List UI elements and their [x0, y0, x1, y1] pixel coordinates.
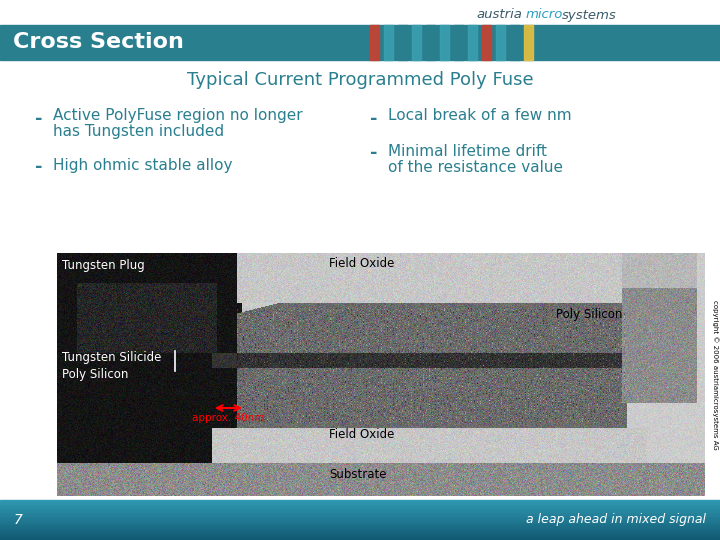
- Bar: [0, 536, 720, 537]
- Bar: [0, 538, 720, 539]
- Bar: [0, 518, 720, 519]
- Bar: [0, 530, 720, 531]
- Bar: [0, 533, 720, 534]
- Text: Poly Silicon: Poly Silicon: [62, 368, 128, 381]
- Text: Active PolyFuse region no longer: Active PolyFuse region no longer: [53, 108, 302, 123]
- Bar: [0, 509, 720, 510]
- Bar: [0, 522, 720, 523]
- Bar: [0, 534, 720, 535]
- Text: of the resistance value: of the resistance value: [388, 160, 563, 175]
- Bar: [0, 502, 720, 503]
- Bar: [398, 25, 407, 60]
- Bar: [0, 507, 720, 509]
- Bar: [0, 504, 720, 505]
- Text: Field Oxide: Field Oxide: [329, 257, 395, 270]
- Bar: [0, 503, 720, 504]
- Bar: [0, 530, 720, 532]
- Bar: [370, 25, 379, 60]
- Bar: [0, 508, 720, 509]
- Bar: [482, 25, 491, 60]
- Bar: [0, 538, 720, 539]
- Text: High ohmic stable alloy: High ohmic stable alloy: [53, 158, 233, 173]
- Bar: [0, 511, 720, 512]
- Bar: [0, 537, 720, 538]
- Bar: [426, 25, 435, 60]
- Text: Substrate: Substrate: [329, 468, 387, 481]
- Bar: [0, 524, 720, 525]
- Bar: [0, 510, 720, 511]
- Bar: [0, 501, 720, 502]
- Bar: [0, 515, 720, 516]
- Bar: [412, 25, 421, 60]
- Bar: [496, 25, 505, 60]
- Bar: [0, 531, 720, 532]
- Bar: [0, 525, 720, 527]
- Bar: [0, 520, 720, 521]
- Bar: [0, 525, 720, 526]
- Bar: [0, 527, 720, 529]
- Bar: [0, 521, 720, 522]
- Bar: [0, 529, 720, 530]
- Text: approx. 40nm: approx. 40nm: [192, 413, 265, 423]
- Bar: [0, 505, 720, 507]
- Bar: [0, 526, 720, 528]
- Text: austria: austria: [476, 9, 522, 22]
- Bar: [0, 500, 720, 501]
- Bar: [510, 25, 519, 60]
- Bar: [0, 522, 720, 524]
- Bar: [0, 528, 720, 529]
- Text: has Tungsten included: has Tungsten included: [53, 124, 224, 139]
- Bar: [0, 514, 720, 515]
- Text: Field Oxide: Field Oxide: [329, 428, 395, 441]
- Text: systems: systems: [562, 9, 617, 22]
- Bar: [0, 535, 720, 536]
- Text: Minimal lifetime drift: Minimal lifetime drift: [388, 144, 547, 159]
- Text: Typical Current Programmed Poly Fuse: Typical Current Programmed Poly Fuse: [186, 71, 534, 89]
- Bar: [0, 25, 720, 60]
- Bar: [0, 510, 720, 512]
- Text: micro: micro: [526, 9, 563, 22]
- Bar: [0, 532, 720, 534]
- Bar: [0, 535, 720, 537]
- Bar: [384, 25, 393, 60]
- Text: -: -: [370, 144, 377, 162]
- Bar: [0, 539, 720, 540]
- Bar: [524, 25, 533, 60]
- Text: Tungsten Silicide: Tungsten Silicide: [62, 351, 161, 364]
- Text: a leap ahead in mixed signal: a leap ahead in mixed signal: [526, 514, 706, 526]
- Text: -: -: [35, 110, 42, 128]
- Bar: [0, 518, 720, 519]
- Text: 7: 7: [14, 513, 23, 527]
- Text: Cross Section: Cross Section: [13, 32, 184, 52]
- Bar: [0, 513, 720, 514]
- Text: Poly Silicon: Poly Silicon: [556, 308, 622, 321]
- Bar: [440, 25, 449, 60]
- Text: Local break of a few nm: Local break of a few nm: [388, 108, 572, 123]
- Text: Tungsten Plug: Tungsten Plug: [62, 259, 145, 272]
- Text: copyright © 2006 austriamicrosystems AG: copyright © 2006 austriamicrosystems AG: [711, 300, 719, 449]
- Bar: [0, 502, 720, 504]
- Bar: [0, 512, 720, 514]
- Text: -: -: [35, 158, 42, 176]
- Bar: [468, 25, 477, 60]
- Bar: [0, 519, 720, 521]
- Bar: [0, 523, 720, 524]
- Bar: [0, 505, 720, 506]
- Bar: [0, 516, 720, 517]
- Text: -: -: [370, 110, 377, 128]
- Bar: [454, 25, 463, 60]
- Bar: [0, 507, 720, 508]
- Bar: [0, 515, 720, 516]
- Bar: [0, 517, 720, 518]
